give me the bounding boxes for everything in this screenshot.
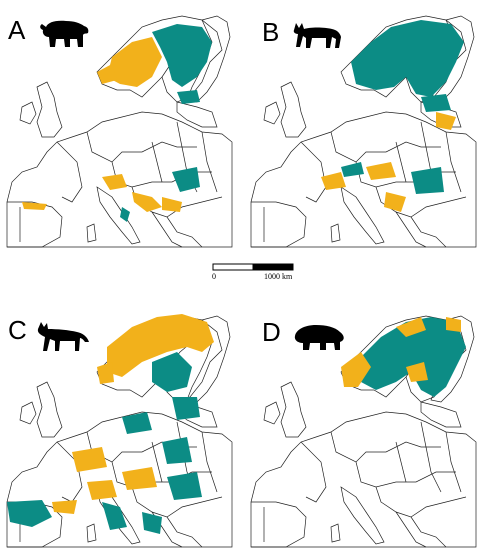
map-panel-b (246, 2, 479, 249)
lynx-icon (290, 20, 345, 50)
scale-label-end: 1000 km (264, 272, 292, 281)
scale-label-start: 0 (212, 272, 216, 281)
panel-letter-d: D (262, 319, 281, 345)
map-panel-d (246, 302, 479, 549)
panel-letter-b: B (262, 19, 279, 45)
panel-letter-a: A (8, 17, 25, 43)
gold-range-a (22, 37, 182, 212)
wolf-icon (35, 320, 90, 354)
map-panel-a (2, 2, 235, 249)
wolverine-icon (290, 320, 346, 354)
panel-letter-c: C (8, 317, 27, 343)
bear-icon (38, 17, 90, 51)
